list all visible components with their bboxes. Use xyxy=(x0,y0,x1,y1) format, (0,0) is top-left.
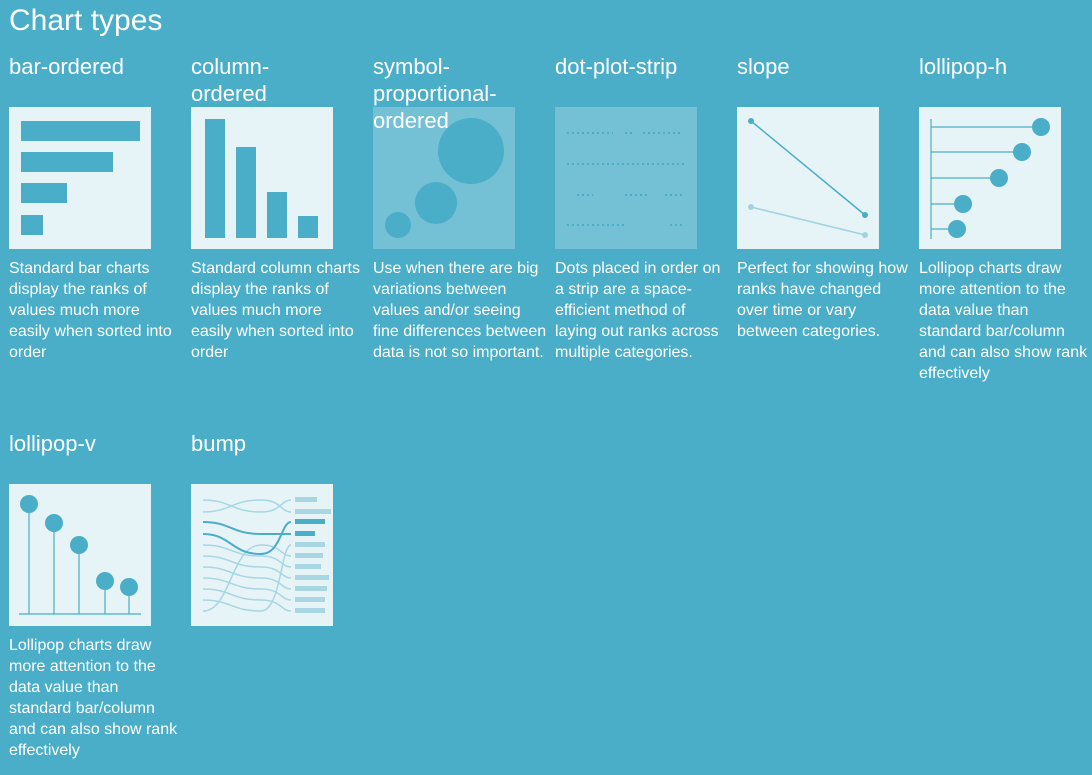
thumbnail xyxy=(919,107,1061,249)
card-description: Use when there are big variations betwee… xyxy=(373,260,547,361)
card-description: Standard bar charts display the ranks of… xyxy=(9,260,172,361)
thumbnail xyxy=(373,107,515,249)
card-description: Lollipop charts draw more attention to t… xyxy=(919,260,1088,382)
card-description: Dots placed in order on a strip are a sp… xyxy=(555,260,721,361)
card-title: lollipop-h xyxy=(919,54,1008,79)
card-title: lollipop-v xyxy=(9,431,96,456)
thumbnail xyxy=(737,107,879,249)
card-title: bar-ordered xyxy=(9,54,124,79)
card-title: column-ordered xyxy=(191,54,270,106)
card-title: slope xyxy=(737,54,790,79)
page-title: Chart types xyxy=(9,4,163,37)
card-title: symbol-proportional-ordered xyxy=(373,54,497,133)
thumbnail xyxy=(555,107,697,249)
card-title: dot-plot-strip xyxy=(555,54,678,79)
thumbnail xyxy=(191,484,333,626)
card-title: bump xyxy=(191,431,247,456)
card-description: Lollipop charts draw more attention to t… xyxy=(9,637,178,759)
thumbnail xyxy=(9,484,151,626)
card-description: Perfect for showing how ranks have chang… xyxy=(737,260,908,340)
card-description: Standard column charts display the ranks… xyxy=(191,260,360,361)
thumbnail xyxy=(9,107,151,249)
thumbnail xyxy=(191,107,333,249)
